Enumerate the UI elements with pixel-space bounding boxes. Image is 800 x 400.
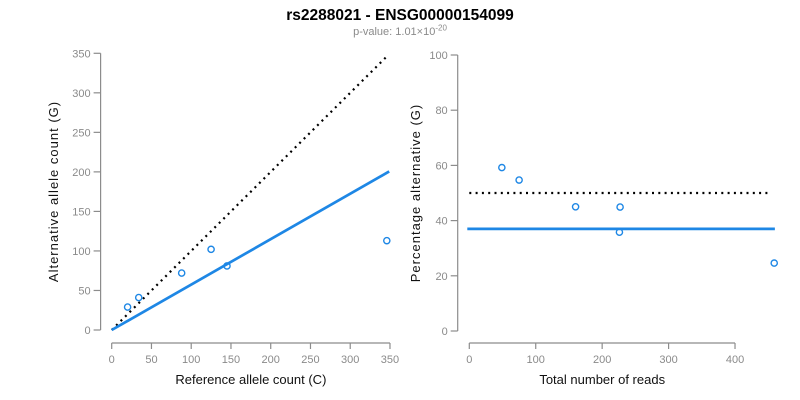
y-tick-label: 40 [435, 216, 447, 228]
left-scatter-plot: 0 50 100 150 200 250 300 350 0 50 100 150 200 250 300 3… [72, 48, 399, 366]
x-tick-label: 50 [145, 354, 157, 366]
fit-line [111, 170, 390, 332]
x-tick-label: 300 [341, 354, 359, 366]
subtitle-pvalue: p-value: 1.01×10 [353, 26, 435, 38]
x-tick-label: 150 [222, 354, 240, 366]
y-tick-label: 100 [72, 246, 90, 258]
data-point [383, 236, 391, 245]
x-tick-label: 0 [466, 354, 472, 366]
subtitle-exponent: -20 [435, 24, 447, 33]
y-tick-label: 0 [442, 326, 448, 338]
x-tick-label: 100 [182, 354, 200, 366]
data-point [515, 176, 523, 184]
right-scatter-plot: 0 100 200 300 400 0 20 40 60 80 100 [429, 50, 779, 366]
data-point [123, 303, 132, 311]
y-tick-label: 60 [435, 160, 447, 172]
x-tick-label: 250 [301, 354, 319, 366]
y-tick-label: 100 [429, 50, 447, 62]
y-tick-label: 350 [72, 48, 90, 60]
x-tick-label: 400 [726, 354, 744, 366]
x-tick-label: 100 [527, 354, 545, 366]
x-axis-label-right: Total number of reads [539, 372, 665, 387]
y-tick-label: 150 [72, 206, 90, 218]
x-axis-label-left: Reference allele count (C) [175, 372, 326, 387]
chart-title: rs2288021 - ENSG00000154099 [286, 7, 514, 24]
y-axis-label-right: Percentage alternative (G) [408, 104, 423, 282]
identity-line [110, 55, 388, 331]
y-tick-label: 250 [72, 127, 90, 139]
y-tick-label: 20 [435, 271, 447, 283]
y-axis-label-left: Alternative allele count (G) [46, 101, 61, 282]
data-point [571, 202, 580, 211]
x-tick-label: 300 [659, 354, 677, 366]
x-tick-label: 200 [262, 354, 280, 366]
data-point [770, 259, 779, 267]
chart-subtitle: p-value: 1.01×10-20 [353, 24, 447, 39]
x-tick-label: 350 [381, 354, 399, 366]
y-tick-label: 50 [78, 285, 90, 297]
data-point [207, 245, 215, 254]
y-tick-label: 80 [435, 105, 447, 117]
y-tick-label: 300 [72, 88, 90, 100]
data-point [498, 163, 506, 172]
data-point [134, 293, 143, 302]
y-tick-label: 0 [84, 325, 90, 337]
data-point [616, 203, 624, 211]
data-point [223, 262, 231, 270]
data-point [177, 269, 186, 277]
x-tick-label: 200 [593, 354, 611, 366]
x-tick-label: 0 [109, 354, 115, 366]
data-point [615, 228, 624, 236]
y-tick-label: 200 [72, 167, 90, 179]
